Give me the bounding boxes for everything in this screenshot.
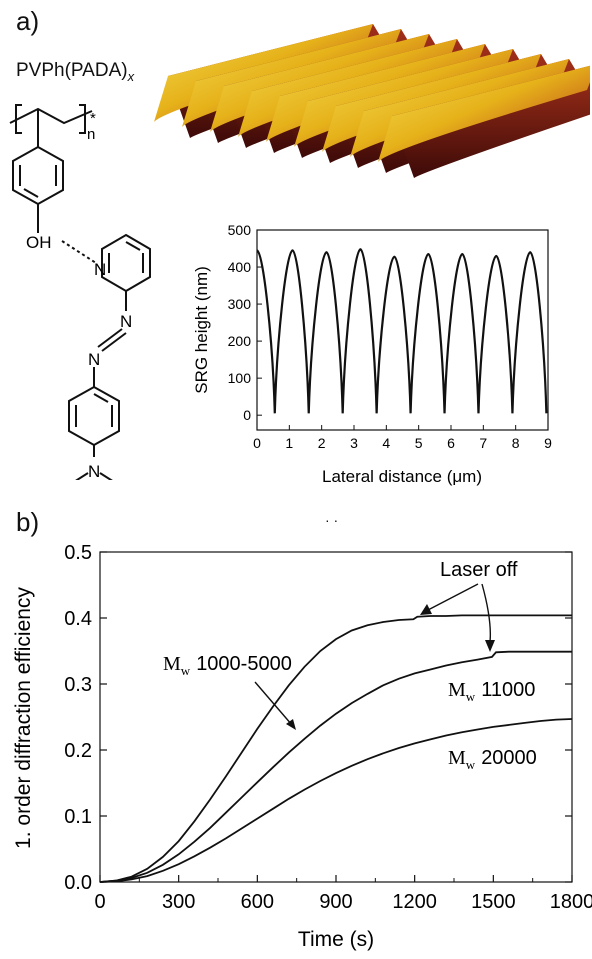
panel-b-label: b) [16,507,40,537]
label-mw-20000: Mw 20000 [448,747,537,772]
label-mw-1000-5000-m: M [163,653,181,675]
hydrogen-bond [61,240,97,264]
methyl-bond-2 [99,472,113,480]
srg-profile-line [255,248,548,414]
label-mw-1000-5000: Mw 1000-5000 [163,653,292,678]
azo-n2-label: N [88,350,100,369]
srg-y-tick-label: 200 [228,333,252,349]
srg-x-tick-label: 9 [544,435,552,451]
srg-x-tick-label: 1 [285,435,293,451]
polymer-star: * [90,110,96,127]
pyridine-n-label: N [94,260,106,279]
oh-label: OH [26,233,52,252]
arrow-1000-5000 [254,681,293,726]
de-y-tick-label: 0.2 [64,740,92,762]
de-x-tick-label: 1800 [550,891,592,913]
de-series-line-2 [99,718,573,883]
diffraction-plot-frame [99,551,573,883]
srg-plot-frame [256,229,549,431]
de-y-tick-label: 0.0 [64,872,92,894]
backbone [9,107,93,125]
srg-x-tick-label: 8 [512,435,520,451]
srg-x-tick-label: 5 [415,435,423,451]
afm-ridge [378,65,590,162]
panel-a-label: a) [16,6,40,36]
amine-n-label: N [88,462,100,480]
de-x-tick-label: 1500 [471,891,516,913]
de-y-tick-label: 0.3 [64,674,92,696]
label-mw-20000-m: M [448,747,466,769]
chemical-structure: * n OH N N N N [9,104,151,480]
polymer-name-text: PVPh(PADA) [16,60,128,81]
de-y-axis-label: 1. order diffraction efficiency [12,587,35,849]
srg-y-tick-label: 100 [228,370,252,386]
label-mw-11000: Mw 11000 [448,679,535,704]
srg-x-tick-label: 4 [382,435,390,451]
srg-x-tick-label: 6 [447,435,455,451]
polymer-repeat-n: n [87,126,95,143]
srg-y-tick-label: 300 [228,296,252,312]
laser-off-arrow-1-head [420,604,432,615]
srg-x-tick-label: 7 [479,435,487,451]
polymer-name: PVPh(PADA)x [16,60,134,84]
de-x-tick-label: 900 [319,891,352,913]
srg-y-tick-label: 500 [228,222,252,238]
srg-x-tick-label: 2 [318,435,326,451]
srg-y-tick-label: 400 [228,259,252,275]
laser-off-arrow-2-head [485,640,495,652]
arrow-1000-5000-head [286,719,296,730]
de-x-tick-label: 0 [94,891,105,913]
label-mw-11000-m: M [448,679,466,701]
de-y-tick-label: 0.4 [64,608,92,630]
methyl-bond-1 [75,472,89,480]
de-x-tick-label: 600 [241,891,274,913]
azo-double-bond-2 [101,332,127,352]
de-y-tick-label: 0.5 [64,542,92,564]
laser-off-label: Laser off [440,559,518,581]
srg-x-tick-label: 0 [253,435,261,451]
srg-x-tick-label: 3 [350,435,358,451]
de-series-line-0 [99,614,572,883]
stray-mark: · · [325,512,339,528]
label-mw-11000-sub: w [466,689,476,704]
laser-off-arrow-2 [481,583,492,643]
de-series-line-1 [99,650,572,883]
azo-double-bond-1 [97,328,123,348]
label-mw-1000-5000-sub: w [181,663,191,678]
laser-off-arrow-1 [427,583,479,611]
polymer-subscript: x [127,68,135,84]
srg-y-tick-label: 0 [243,407,251,423]
de-x-axis-label: Time (s) [298,928,374,951]
label-mw-20000-sub: w [466,757,476,772]
afm-surface-image [154,24,590,178]
right-bracket [79,104,86,134]
label-mw-20000-value: 20000 [481,747,537,769]
de-x-tick-label: 300 [162,891,195,913]
label-mw-11000-value: 11000 [481,679,535,701]
srg-y-axis-label: SRG height (nm) [192,266,211,394]
azo-n1-label: N [120,312,132,331]
srg-height-chart: 0 1 2 3 4 5 6 7 8 9 0 100 200 300 400 500 Lateral dista… [192,222,552,486]
de-y-tick-label: 0.1 [64,806,92,828]
label-mw-1000-5000-value: 1000-5000 [196,653,292,675]
de-x-tick-label: 1200 [392,891,437,913]
diffraction-efficiency-chart: 0 300 600 900 1200 1500 1800 0.0 0.1 0.2 0.3 0.4 0.5… [12,542,592,951]
srg-x-axis-label: Lateral distance (μm) [322,467,482,486]
